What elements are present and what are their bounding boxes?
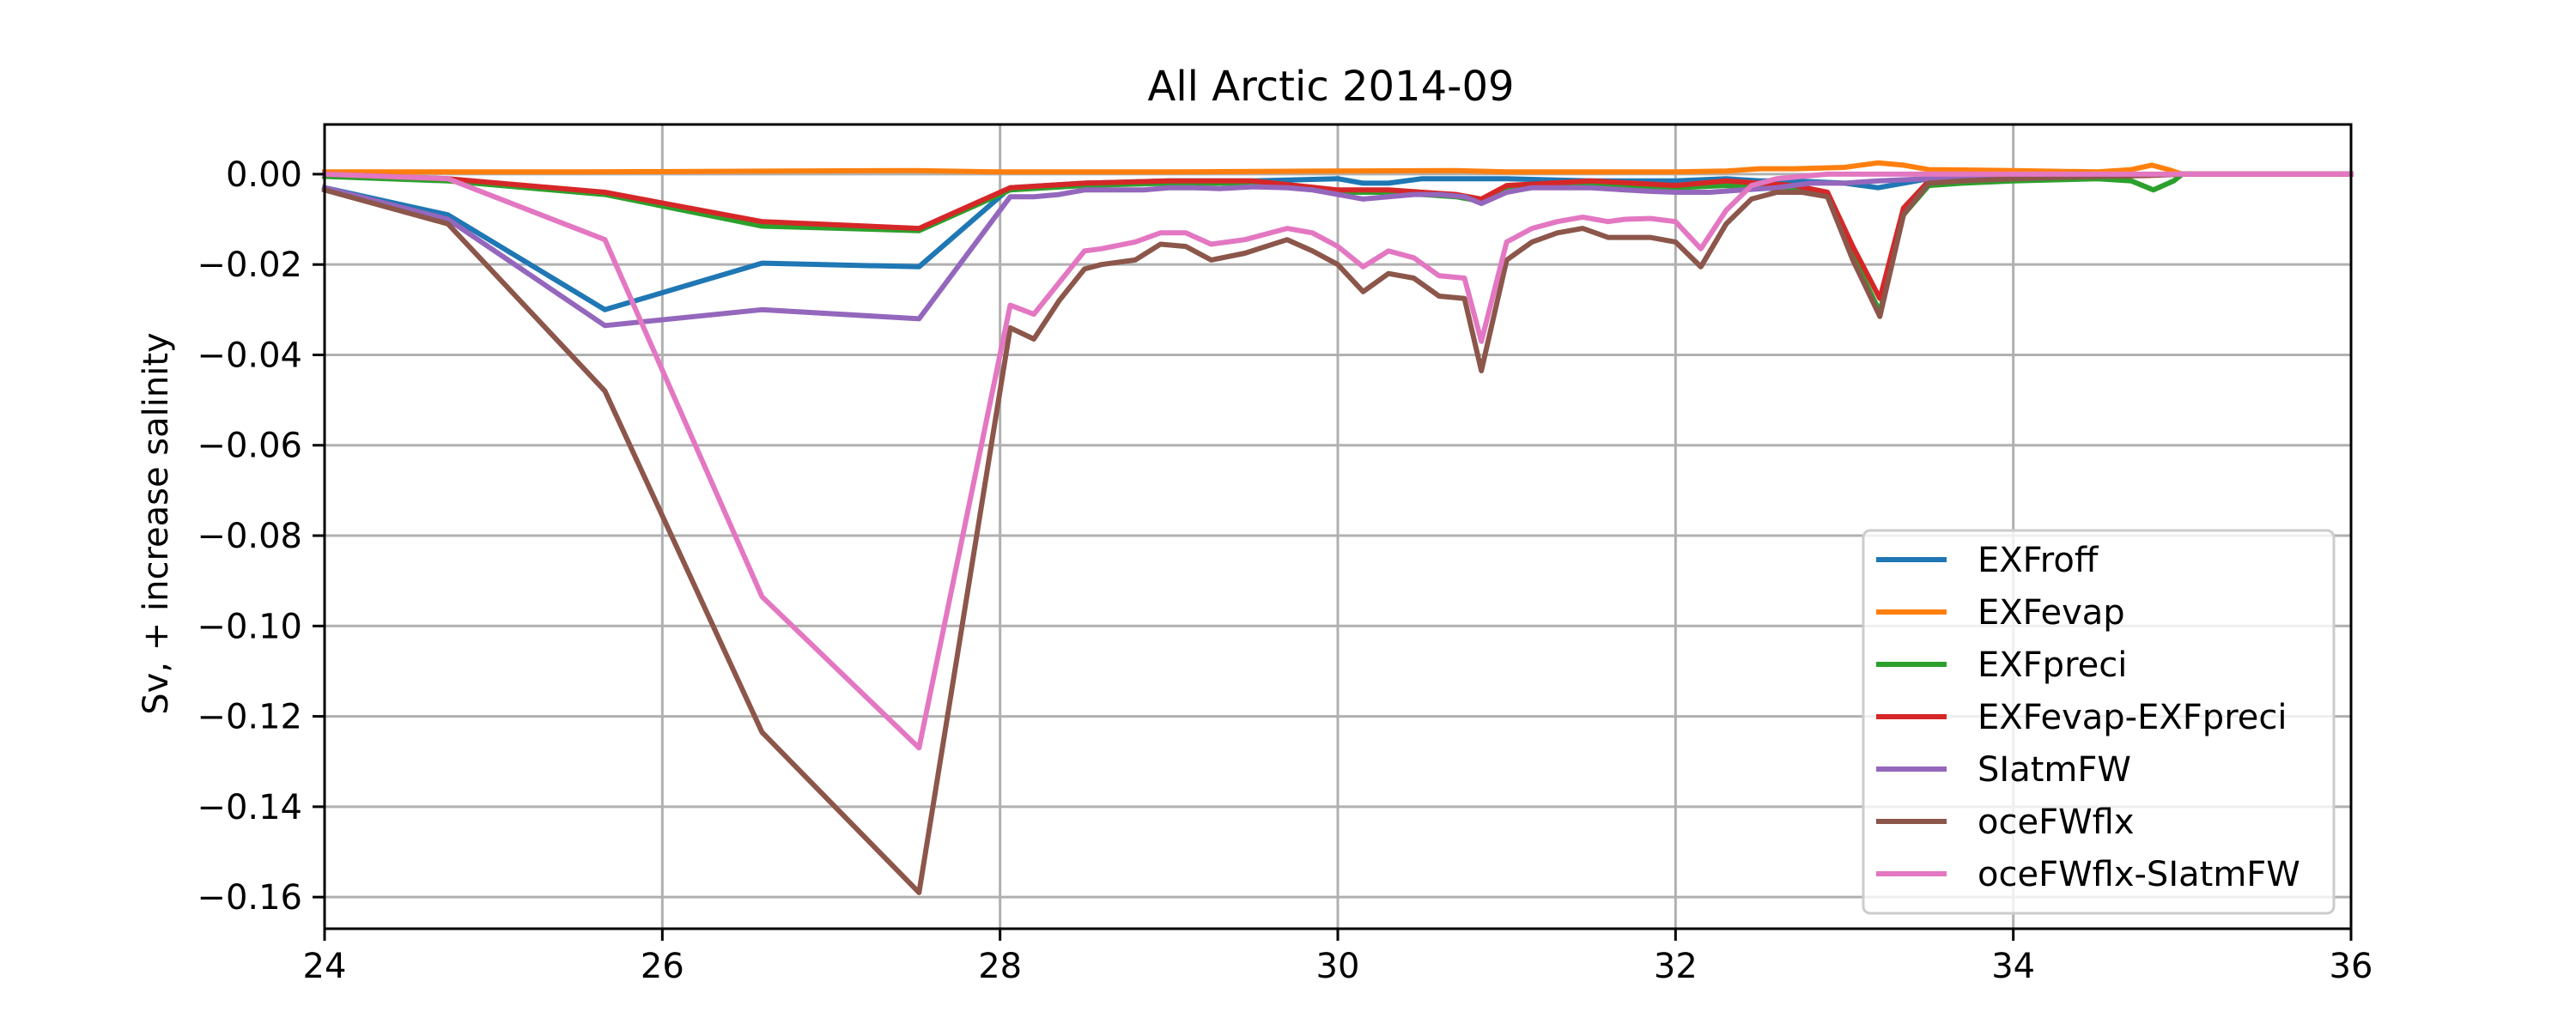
legend-items: EXFroff EXFevap EXFpreci EXFevap-EXFpreci SI…: [1876, 541, 2300, 894]
y-tick-label: −0.14: [197, 788, 302, 827]
legend-label: EXFevap: [1978, 593, 2125, 633]
x-tick-label: 34: [1991, 947, 2035, 986]
legend-label: oceFWflx: [1978, 803, 2135, 842]
x-axis: 24 26 28 30 32 34 36: [303, 929, 2373, 986]
legend-box: [1862, 529, 2336, 915]
y-tick-label: −0.06: [197, 427, 302, 466]
legend-label: SIatmFW: [1978, 750, 2131, 790]
x-tick-label: 36: [2330, 947, 2373, 986]
legend-label: EXFroff: [1978, 541, 2099, 580]
y-axis-label: Sv, + increase salinity: [137, 332, 176, 714]
y-tick-label: −0.08: [197, 517, 302, 556]
x-tick-label: 26: [641, 947, 684, 986]
legend: EXFroff EXFevap EXFpreci EXFevap-EXFpreci SI…: [1862, 529, 2336, 915]
series-line-siatmfw: [321, 171, 2354, 329]
x-tick-label: 32: [1654, 947, 1698, 986]
series-line-exfevap: [322, 160, 2354, 177]
x-tick-label: 24: [303, 947, 347, 986]
y-tick-label: −0.04: [197, 336, 302, 375]
legend-label: EXFevap-EXFpreci: [1978, 698, 2287, 737]
series-lines: [321, 160, 2354, 895]
y-axis: 0.00 −0.02 −0.04 −0.06 −0.08 −0.10 −0.12 −0.14 −…: [197, 155, 325, 918]
y-tick-label: −0.12: [197, 698, 302, 737]
legend-label: oceFWflx-SIatmFW: [1978, 855, 2300, 894]
series-line-ocefwflx-siatmfw: [321, 171, 2354, 751]
y-tick-label: −0.10: [197, 607, 302, 646]
legend-label: EXFpreci: [1978, 645, 2127, 685]
y-tick-label: 0.00: [226, 155, 302, 195]
x-tick-label: 30: [1316, 947, 1360, 986]
y-tick-label: −0.02: [197, 245, 302, 285]
series-line-ocefwflx: [321, 171, 2354, 895]
chart-title: All Arctic 2014-09: [1147, 63, 1514, 111]
y-tick-label: −0.16: [197, 878, 302, 918]
x-tick-label: 28: [978, 947, 1022, 986]
